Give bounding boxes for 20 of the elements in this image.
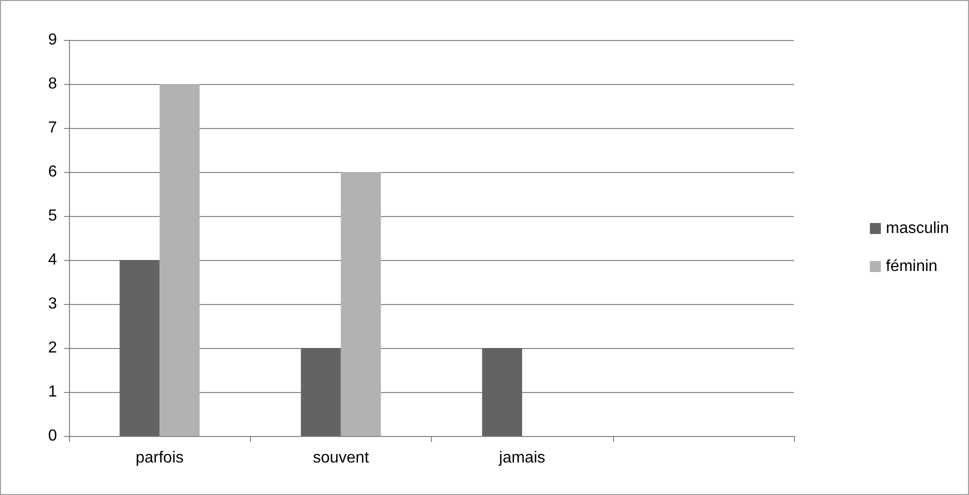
x-tick-label: parfois <box>136 450 184 466</box>
y-tick-label: 0 <box>48 428 58 444</box>
y-tick-label: 8 <box>48 76 58 92</box>
y-tick-label: 5 <box>48 208 58 224</box>
legend-label: féminin <box>886 258 938 275</box>
bar <box>120 260 160 436</box>
y-tick-label: 3 <box>48 296 58 312</box>
y-tick-label: 9 <box>48 32 58 48</box>
y-tick-label: 2 <box>48 340 58 356</box>
x-tick-label: jamais <box>498 450 546 466</box>
y-tick-label: 1 <box>48 384 58 400</box>
bar <box>482 348 522 436</box>
y-tick-label: 6 <box>48 164 58 180</box>
bar <box>160 84 200 436</box>
bar <box>300 348 341 436</box>
bar <box>340 172 381 436</box>
y-tick-label: 7 <box>48 120 58 136</box>
y-tick-label: 4 <box>48 252 58 268</box>
x-tick-label: souvent <box>312 450 370 466</box>
legend-label: masculin <box>886 220 950 237</box>
